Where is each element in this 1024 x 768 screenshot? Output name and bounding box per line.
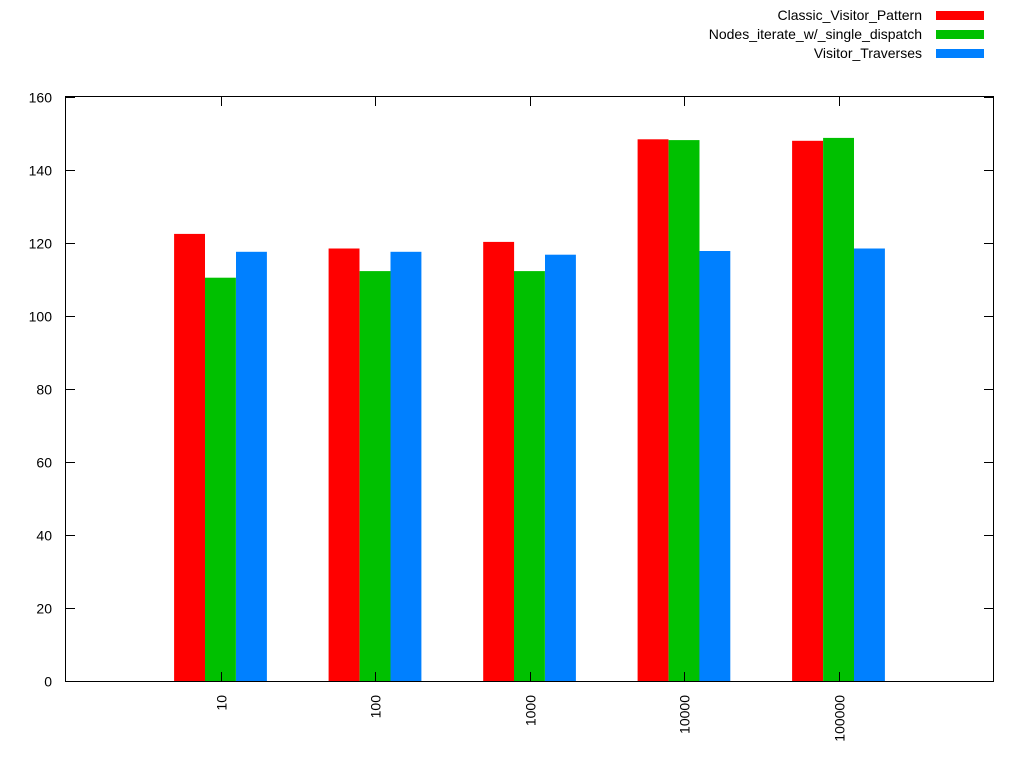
- legend-swatch: [936, 49, 984, 58]
- bar-visitor-traverses-100000: [854, 248, 885, 681]
- y-tick-label: 120: [29, 236, 53, 252]
- x-tick-label: 10: [214, 695, 230, 711]
- bar-classic-visitor-pattern-1000: [483, 241, 515, 681]
- legend-label: Visitor_Traverses: [814, 45, 922, 61]
- bar-nodes-iterate-w-single-dispatch-100000: [823, 137, 854, 681]
- bar-classic-visitor-pattern-10000: [637, 139, 669, 682]
- y-tick-label: 160: [29, 90, 53, 106]
- y-tick-label: 140: [29, 163, 53, 179]
- bar-nodes-iterate-w-single-dispatch-10000: [668, 140, 700, 682]
- y-tick-label: 0: [44, 674, 52, 690]
- x-tick-label: 1000: [523, 695, 539, 726]
- y-tick-label: 40: [36, 528, 52, 544]
- bar-visitor-traverses-10000: [699, 251, 731, 681]
- bar-classic-visitor-pattern-100: [328, 248, 360, 681]
- y-tick-label: 20: [36, 601, 52, 617]
- x-tick-label: 100: [368, 695, 384, 719]
- bar-visitor-traverses-1000: [545, 254, 576, 681]
- bar-nodes-iterate-w-single-dispatch-100: [359, 271, 391, 681]
- tick-labels: 0 20 40 60 80 100 120 140 160 10 100 1000 10000 10000…: [29, 90, 848, 742]
- bar-visitor-traverses-100: [390, 251, 422, 682]
- bar-nodes-iterate-w-single-dispatch-1000: [514, 271, 545, 681]
- bar-nodes-iterate-w-single-dispatch-10: [205, 277, 236, 681]
- y-tick-label: 80: [36, 382, 52, 398]
- legend: Classic_Visitor_Pattern Nodes_iterate_w/_…: [709, 7, 984, 61]
- y-tick-label: 100: [29, 309, 53, 325]
- bar-classic-visitor-pattern-100000: [792, 140, 823, 682]
- y-tick-label: 60: [36, 455, 52, 471]
- legend-swatch: [936, 30, 984, 39]
- legend-swatch: [936, 11, 984, 20]
- legend-label: Classic_Visitor_Pattern: [778, 7, 922, 23]
- bar-visitor-traverses-10: [236, 251, 267, 682]
- x-tick-label: 100000: [832, 695, 848, 742]
- legend-label: Nodes_iterate_w/_single_dispatch: [709, 26, 922, 42]
- axis-ticks: [66, 97, 993, 682]
- plot-border: [65, 96, 994, 682]
- bar-classic-visitor-pattern-10: [174, 233, 205, 681]
- x-tick-label: 10000: [677, 695, 693, 734]
- bars: [174, 137, 885, 682]
